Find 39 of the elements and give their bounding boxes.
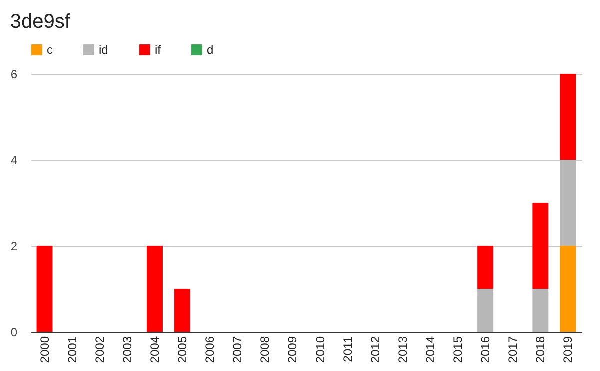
x-tick-label: 2012 [368, 336, 382, 364]
bar [560, 160, 576, 246]
x-tick-label: 2018 [534, 336, 548, 364]
legend-label: d [207, 43, 214, 57]
y-tick-label: 0 [10, 326, 18, 340]
x-tick-label: 2003 [120, 336, 134, 364]
bar [478, 289, 494, 332]
x-tick-label: 2008 [258, 336, 272, 364]
bar [560, 74, 576, 160]
x-tick-label: 2015 [451, 336, 466, 364]
legend-label: c [47, 43, 53, 57]
x-tick-label: 2002 [92, 336, 107, 364]
x-tick-label: 2000 [38, 336, 52, 364]
legend-label: if [155, 43, 162, 57]
x-tick-label: 2014 [423, 336, 438, 364]
x-tick-label: 2001 [65, 336, 80, 364]
bar [174, 289, 191, 332]
bar [532, 289, 549, 332]
x-tick-label: 2017 [506, 336, 520, 364]
chart-title: 3de9sf [10, 11, 71, 33]
bar [560, 246, 576, 332]
x-tick-label: 2009 [286, 336, 300, 364]
bar [532, 203, 549, 289]
bar [36, 246, 53, 332]
bar [478, 246, 494, 289]
x-tick-label: 2005 [176, 336, 190, 364]
bar [146, 246, 163, 332]
y-tick-label: 2 [10, 240, 18, 254]
x-tick-label: 2004 [148, 336, 162, 364]
x-tick-label: 2010 [313, 336, 328, 364]
x-tick-label: 2016 [478, 336, 493, 364]
x-tick-label: 2019 [561, 336, 576, 364]
legend-label: id [99, 43, 108, 57]
y-tick-label: 4 [10, 154, 18, 168]
x-tick-label: 2013 [396, 336, 410, 364]
x-tick-label: 2011 [340, 336, 355, 362]
x-tick-label: 2006 [203, 336, 218, 364]
x-tick-label: 2007 [230, 336, 245, 364]
y-tick-label: 6 [10, 68, 18, 82]
